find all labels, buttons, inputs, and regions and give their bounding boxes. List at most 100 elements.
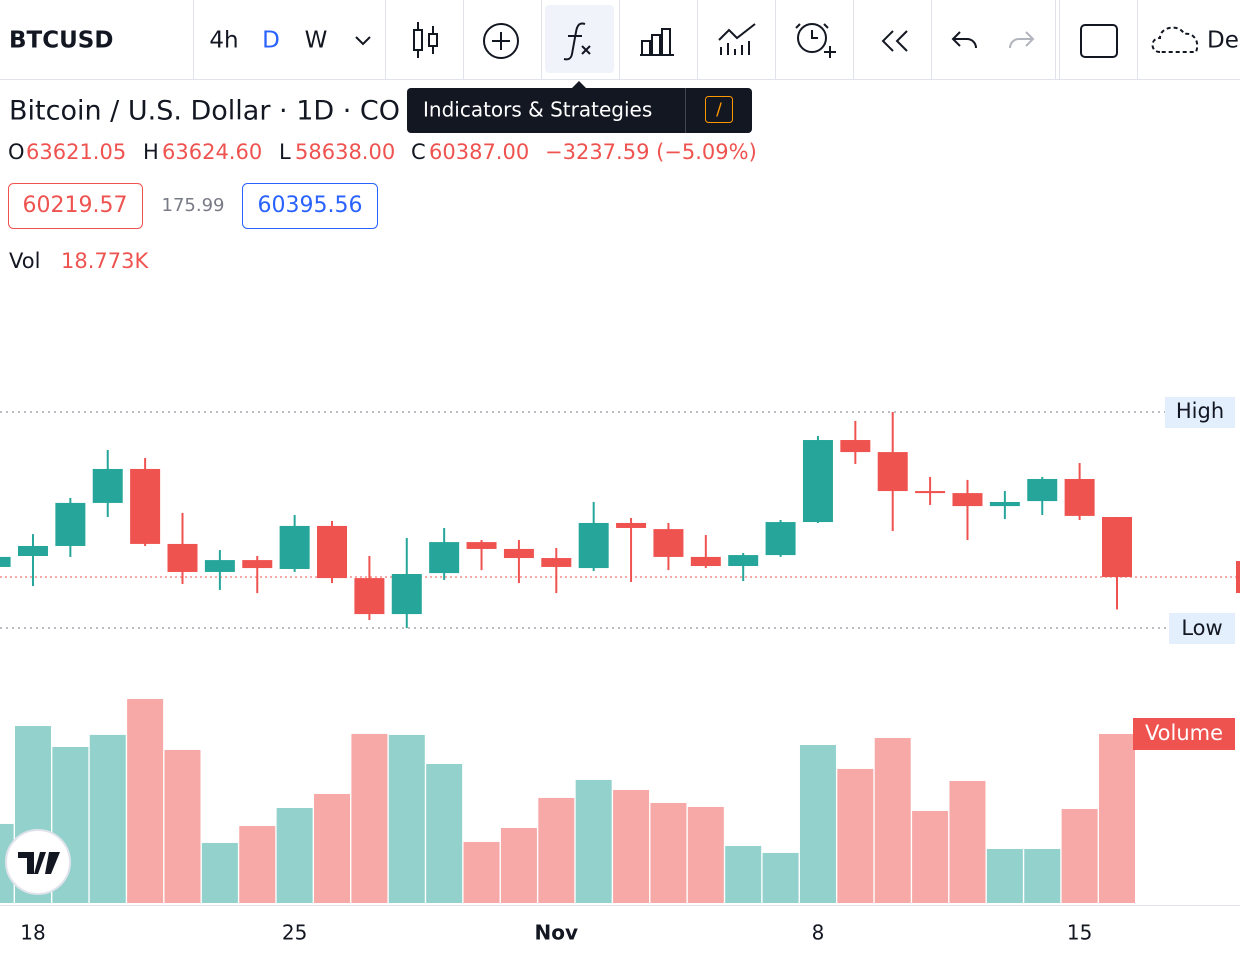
volume-bar [500, 828, 537, 903]
volume-bar [164, 749, 201, 903]
redo-button [1009, 31, 1035, 49]
legend-c-letter: C [411, 140, 426, 164]
candle-body [765, 522, 796, 556]
legend-o-letter: O [8, 140, 25, 164]
x-tick-label: 8 [812, 921, 825, 945]
volume-bar [725, 846, 762, 903]
candle-body [17, 545, 48, 556]
volume-bar [1024, 848, 1061, 903]
candle-body [915, 491, 946, 494]
candle-body [167, 543, 198, 572]
candle-body [690, 556, 721, 567]
vol-value: 18.773K [61, 249, 149, 273]
candle-body [989, 502, 1020, 507]
last-price-marker [1236, 561, 1240, 594]
candle-body [802, 440, 833, 523]
volume-bar [912, 810, 949, 903]
interval-dropdown[interactable] [355, 36, 371, 46]
volume-bar [650, 802, 687, 903]
legend-h-letter: H [143, 140, 159, 164]
candle-body [1027, 478, 1058, 502]
volume-bar [463, 841, 500, 903]
bid: 60219.57 [23, 193, 128, 218]
candle-body [391, 574, 422, 615]
bid-box[interactable] [8, 183, 143, 229]
legend-h-value: 63624.60 [162, 140, 262, 164]
volume-bar [538, 797, 575, 903]
tooltip-text: Indicators & Strategies [423, 98, 652, 122]
volume-bar [613, 790, 650, 903]
interval-button[interactable]: D [262, 28, 280, 54]
candle-body [541, 558, 572, 567]
volume-bar [276, 808, 313, 903]
compare-button[interactable] [483, 23, 519, 59]
candle-body [204, 560, 235, 572]
symbol[interactable]: BTCUSD [9, 28, 113, 54]
volume-bar [874, 737, 911, 903]
candle-type-button[interactable] [413, 22, 438, 58]
replay-button[interactable] [881, 30, 908, 52]
tv-logo[interactable] [5, 829, 71, 895]
volume-bar [1099, 733, 1135, 903]
alert-button[interactable] [795, 23, 836, 58]
cloud-icon [1151, 26, 1199, 53]
candle-body [429, 542, 460, 574]
x-tick-label: 15 [1067, 921, 1092, 945]
candle-body [1064, 478, 1095, 516]
interval-button[interactable]: W [305, 28, 328, 54]
candle-body [354, 578, 385, 615]
indicators-button[interactable] [545, 5, 614, 73]
high-label-bg [1165, 397, 1235, 428]
templates-button[interactable] [640, 28, 674, 56]
interval-button[interactable]: 4h [209, 28, 238, 54]
low-label-bg [1169, 613, 1235, 644]
volume-bar [949, 781, 986, 903]
intervals: 4h D W [209, 28, 327, 54]
spread: 175.99 [162, 195, 225, 216]
vol-label: Vol [9, 249, 40, 273]
volume-bar [799, 745, 836, 903]
plot: High Low Volume 18 25 Nov 8 15 [0, 397, 1240, 945]
candle-body [130, 468, 161, 544]
candle-body [466, 542, 497, 549]
legend-change: −3237.59 (−5.09%) [545, 140, 757, 164]
ask: 60395.56 [258, 193, 363, 218]
candle-body [0, 556, 11, 567]
x-tick-label: 25 [282, 921, 307, 945]
candle-body [840, 440, 871, 453]
candle-body [877, 452, 908, 492]
ask-box[interactable] [242, 183, 378, 229]
tooltip-shortcut: / [716, 100, 722, 120]
alert-chart-button[interactable] [718, 23, 756, 55]
candle-body [279, 525, 310, 569]
volume-bar [314, 793, 351, 903]
candle-body [317, 525, 348, 579]
high-label: High [1176, 399, 1224, 423]
separators [193, 0, 1138, 79]
legend: Bitcoin / U.S. Dollar · 1D · CO O 63621.… [8, 96, 757, 273]
layout-name[interactable]: De [1207, 28, 1239, 54]
undo-button[interactable] [951, 31, 977, 49]
candle-body [242, 560, 273, 569]
legend-l-value: 58638.00 [295, 140, 395, 164]
volume-label: Volume [1145, 721, 1223, 745]
volume-bar [687, 806, 724, 903]
volume-bar [351, 733, 388, 903]
candle-body [616, 522, 647, 528]
candle-body [503, 548, 534, 559]
volume-bar [762, 852, 799, 903]
volume-bar [1061, 809, 1098, 903]
candle-body [1102, 517, 1132, 578]
volume-bar [201, 842, 238, 903]
candle-body [578, 522, 609, 569]
candle-body [728, 555, 759, 567]
candle-body [92, 468, 123, 503]
volume-bar [388, 734, 425, 903]
volume-bar [89, 734, 126, 903]
legend-l-letter: L [279, 140, 291, 164]
candle-body [952, 493, 983, 507]
x-tick-label: Nov [535, 921, 579, 945]
fullscreen-button[interactable] [1080, 24, 1118, 58]
volume-bar [575, 779, 612, 903]
